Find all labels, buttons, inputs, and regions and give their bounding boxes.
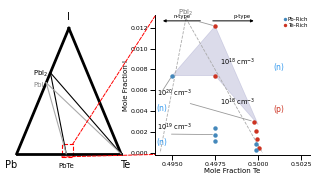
Text: I: I <box>67 12 70 22</box>
Text: Pb: Pb <box>5 160 18 170</box>
Text: (p): (p) <box>274 105 285 114</box>
Bar <box>62 144 73 157</box>
Text: n-type: n-type <box>173 14 190 19</box>
Text: p-type: p-type <box>233 14 250 19</box>
Text: PbTe: PbTe <box>59 163 74 169</box>
Y-axis label: Mole Fraction I: Mole Fraction I <box>123 60 129 111</box>
Text: (n): (n) <box>156 138 167 147</box>
Text: 10$^{18}$ cm$^{-3}$: 10$^{18}$ cm$^{-3}$ <box>220 97 256 108</box>
Text: (n): (n) <box>274 63 285 72</box>
Legend: Pb-Rich, Te-Rich: Pb-Rich, Te-Rich <box>283 17 308 28</box>
Text: 10$^{20}$ cm$^{-3}$: 10$^{20}$ cm$^{-3}$ <box>156 88 192 99</box>
Text: PbI: PbI <box>34 82 44 88</box>
Text: Te: Te <box>120 160 130 170</box>
Text: PbI$_2$: PbI$_2$ <box>33 69 49 79</box>
Text: 10$^{19}$ cm$^{-3}$: 10$^{19}$ cm$^{-3}$ <box>156 122 192 133</box>
Text: PbI$_2$: PbI$_2$ <box>178 8 194 18</box>
Text: 10$^{18}$ cm$^{-3}$: 10$^{18}$ cm$^{-3}$ <box>220 57 256 68</box>
X-axis label: Mole Fraction Te: Mole Fraction Te <box>204 168 260 174</box>
Polygon shape <box>172 26 258 125</box>
Text: (n): (n) <box>156 104 167 112</box>
